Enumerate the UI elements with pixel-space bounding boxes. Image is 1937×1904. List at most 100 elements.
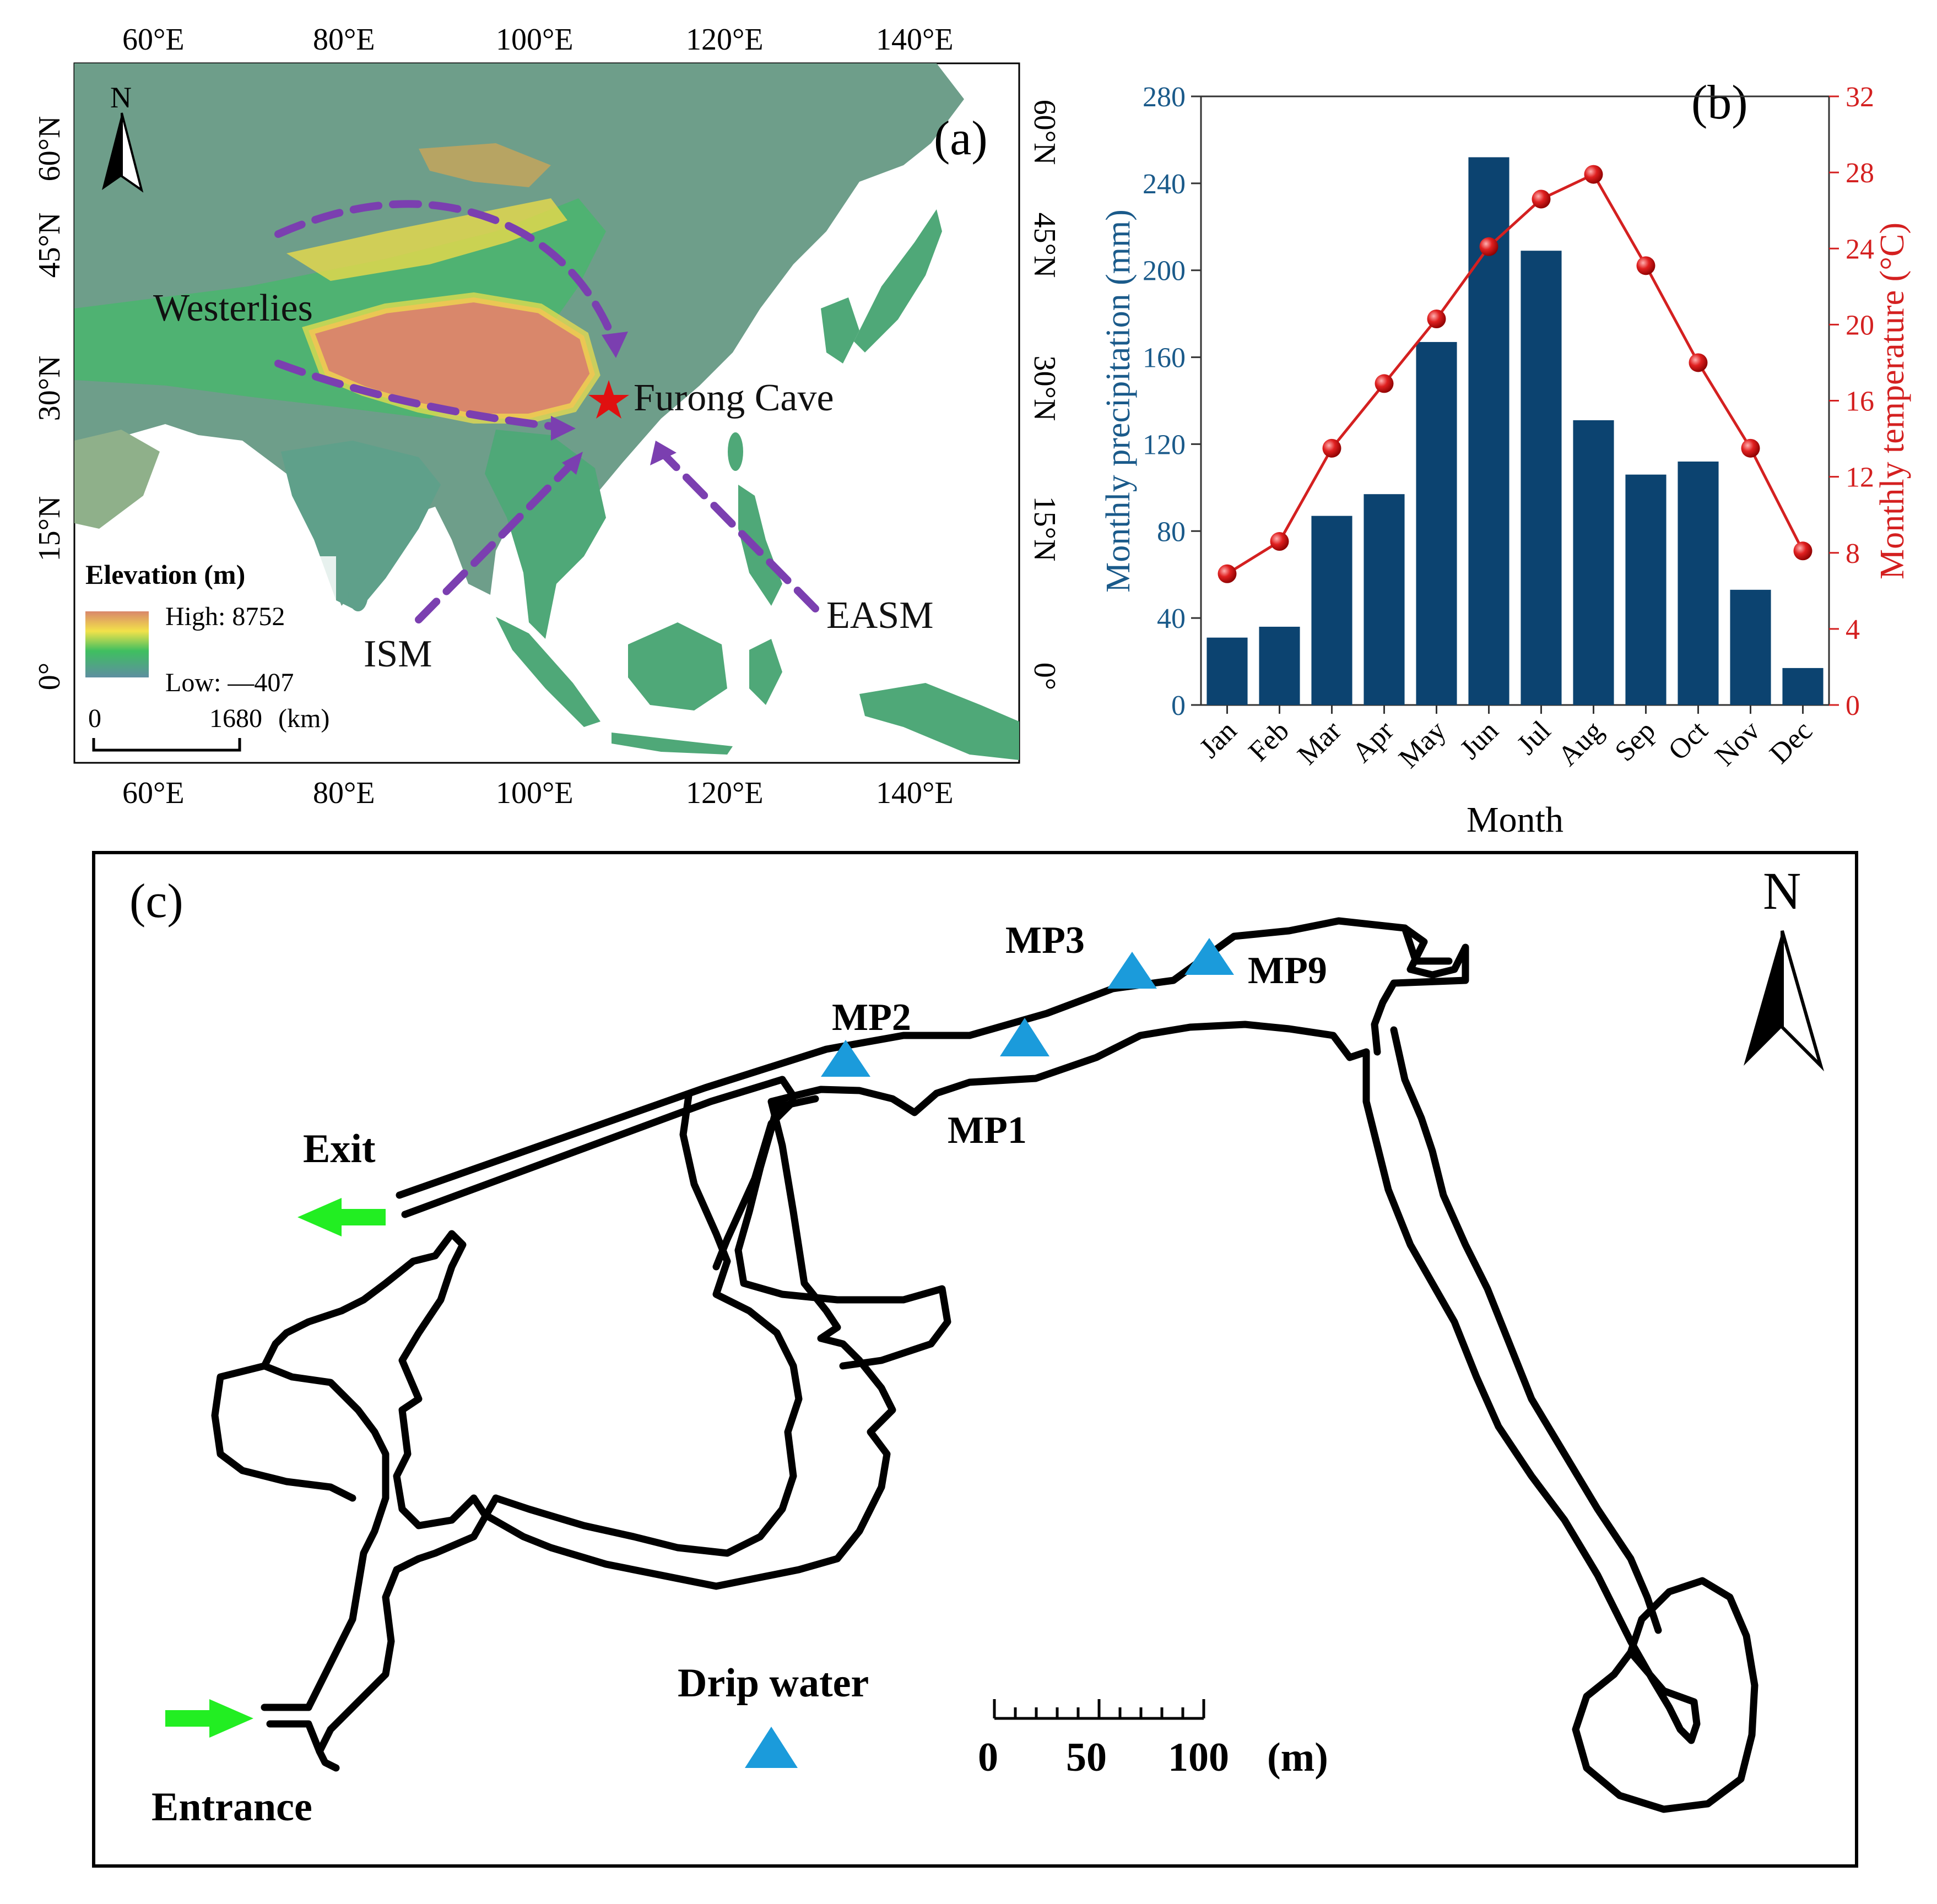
elevation-legend: Elevation (m) High: 8752 Low: —407 0 168…: [77, 556, 336, 757]
scale-bar-ticks: [993, 1699, 1205, 1718]
lat-right-15: 15°N: [1027, 496, 1062, 562]
panel-b-label: (b): [1691, 76, 1748, 129]
x-tick-label-feb: Feb: [1243, 715, 1295, 767]
left-tick-label-240: 240: [1143, 169, 1186, 200]
lon-labels: 60°E 80°E 100°E 120°E 140°E 60°E 80°E 10…: [122, 23, 954, 810]
borneo: [628, 622, 727, 710]
westerlies-north-arrowhead: [602, 332, 628, 358]
temp-point-oct: [1689, 353, 1708, 372]
y2-axis-label: Monthly temperature (°C): [1874, 223, 1911, 579]
easm-arrowhead: [650, 441, 677, 465]
taiwan: [728, 432, 743, 471]
circulation-arrows: [274, 200, 819, 623]
mp1-label: MP1: [948, 1109, 1027, 1152]
right-tick-label-24: 24: [1846, 234, 1874, 265]
lon-top-100: 100°E: [496, 23, 573, 57]
exit-label: Exit: [303, 1126, 376, 1171]
y-axis-label: Monthly precipitation (mm): [1100, 209, 1137, 593]
x-tick-label-jun: Jun: [1454, 715, 1505, 765]
lat-right-0: 0°: [1027, 663, 1062, 690]
entrance-arrow-icon: [165, 1699, 253, 1738]
scale-max: 1680: [209, 704, 262, 733]
mp9-label: MP9: [1248, 950, 1327, 992]
western-lobe-north: [261, 1230, 478, 1529]
ism-arrowhead: [562, 452, 583, 475]
left-tick-label-0: 0: [1171, 690, 1186, 722]
new-guinea: [859, 683, 1019, 760]
temp-point-jan: [1218, 564, 1237, 583]
precip-bar-oct: [1678, 462, 1719, 705]
lat-right-45: 45°N: [1027, 213, 1062, 278]
mp2-site-triangle-icon: [821, 1040, 870, 1077]
monitoring-sites: [745, 938, 1234, 1768]
temp-point-jul: [1532, 189, 1551, 209]
precip-bar-nov: [1730, 589, 1771, 705]
central-meander-inner: [492, 1092, 803, 1557]
panel-c-label: (c): [129, 875, 183, 928]
right-tick-label-12: 12: [1846, 462, 1874, 493]
exit-corridor-lower: [401, 1076, 786, 1218]
legend-high: High: 8752: [165, 602, 285, 631]
ism-label: ISM: [364, 633, 432, 675]
japan: [854, 209, 942, 352]
left-tick-label-160: 160: [1143, 343, 1186, 374]
precip-bar-apr: [1364, 494, 1405, 705]
x-tick-label-jul: Jul: [1511, 715, 1557, 761]
x-tick-label-jan: Jan: [1194, 715, 1243, 764]
panel-a-label: (a): [934, 112, 988, 165]
x-tick-label-dec: Dec: [1763, 715, 1819, 770]
east-hook: [1371, 924, 1469, 1056]
westerlies-label: Westerlies: [153, 287, 313, 329]
scale-label-100: 100: [1168, 1735, 1229, 1780]
lat-left-30: 30°N: [33, 356, 67, 421]
upper-gallery-south-wall: [778, 1021, 1370, 1116]
left-tick-label-120: 120: [1143, 429, 1186, 460]
x-tick-label-apr: Apr: [1346, 715, 1399, 768]
left-tick-label-280: 280: [1143, 82, 1186, 113]
scale-zero: 0: [88, 704, 101, 733]
entrance-label: Entrance: [152, 1784, 312, 1830]
cave-north-label: N: [1763, 861, 1801, 920]
mp1-site-triangle-icon: [1000, 1018, 1049, 1056]
temp-point-may: [1427, 310, 1446, 329]
scale-label-unit: (m): [1267, 1735, 1328, 1780]
temp-point-mar: [1322, 438, 1341, 458]
precip-bar-may: [1416, 341, 1457, 705]
map-north-arrow: N: [102, 81, 144, 193]
right-axis: 0 4 8 12 16 20 24 28 32: [1829, 82, 1874, 722]
southeast-passage-west: [1362, 1048, 1701, 1744]
panel-c-cave-map: (c): [92, 851, 1858, 1868]
easm-label: EASM: [826, 594, 933, 637]
left-axis: 0 40 80 120 160 200 240 280: [1143, 82, 1201, 722]
scale-unit: (km): [278, 704, 329, 733]
right-tick-label-16: 16: [1846, 386, 1874, 417]
cave-north-arrow-icon: [1744, 931, 1782, 1066]
scale-label-50: 50: [1066, 1735, 1107, 1780]
lat-left-0: 0°: [33, 663, 67, 690]
temp-point-sep: [1636, 256, 1655, 275]
lon-bottom-60: 60°E: [122, 776, 185, 810]
java: [612, 733, 733, 755]
entrance-corridor-lower: [266, 1720, 323, 1755]
legend-title: Elevation (m): [85, 559, 245, 590]
x-tick-label-may: May: [1393, 715, 1452, 774]
westerlies-south-arrowhead: [551, 416, 576, 441]
lon-bottom-100: 100°E: [496, 776, 573, 810]
scale-label-0: 0: [978, 1735, 998, 1780]
lat-left-15: 15°N: [33, 496, 67, 562]
sri-lanka: [348, 578, 368, 611]
cave-north-arrow-outline-icon: [1781, 930, 1825, 1072]
right-tick-label-0: 0: [1846, 690, 1860, 722]
central-meander-outer: [470, 1092, 896, 1590]
lat-labels: 60°N 45°N 30°N 15°N 0° 60°N 45°N 30°N 15…: [33, 100, 1062, 691]
precip-bar-feb: [1259, 626, 1300, 705]
x-axis-label: Month: [1467, 800, 1563, 840]
exit-arrow-icon: [297, 1198, 386, 1236]
right-tick-label-20: 20: [1846, 310, 1874, 341]
lon-top-140: 140°E: [876, 23, 954, 57]
cave-north-arrow: N: [1744, 861, 1825, 1072]
temp-point-nov: [1741, 438, 1760, 458]
mp3-label: MP3: [1005, 919, 1085, 962]
